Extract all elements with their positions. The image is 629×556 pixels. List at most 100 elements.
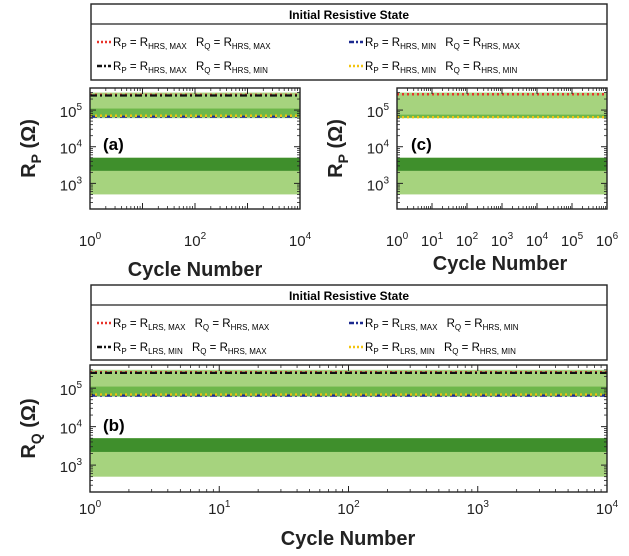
band-3 [397,157,607,171]
leg-eq: = R [127,318,148,330]
y-tick-label: 105 [60,102,83,121]
tick-base: 10 [561,233,578,250]
leg-eq: = R [379,61,400,73]
tick-exponent: 5 [76,380,82,391]
leg-p-state: HRS, MAX [148,42,187,51]
tick-base: 10 [60,177,77,194]
leg-p-state: LRS, MAX [400,323,438,332]
band-0 [397,92,607,119]
band-3 [90,438,607,452]
leg-eq2: = R [210,37,231,49]
tick-exponent: 6 [613,231,619,242]
x-axis-label: Cycle Number [433,253,568,275]
leg-p-sub: P [121,347,126,356]
leg-eq: = R [379,37,400,49]
tick-base: 10 [60,382,77,399]
tick-exponent: 3 [76,457,82,468]
ylabel-subscript: P [28,154,44,163]
tick-base: 10 [596,501,613,518]
x-tick-label: 103 [467,499,490,518]
leg-eq: = R [127,342,148,354]
tick-exponent: 1 [225,499,231,510]
leg-eq2: = R [460,37,481,49]
tick-exponent: 0 [403,231,409,242]
leg-eq2: = R [461,318,482,330]
tick-exponent: 0 [96,499,102,510]
tick-base: 10 [467,501,484,518]
tick-base: 10 [60,421,77,438]
y-tick-label: 103 [367,175,390,194]
tick-base: 10 [60,459,77,476]
y-tick-label: 105 [367,102,390,121]
ylabel-unit: (Ω) [18,119,40,154]
leg-q-sub: Q [452,347,458,356]
leg-r: R [365,318,373,330]
leg-p-state: HRS, MIN [400,66,436,75]
x-tick-label: 100 [79,231,102,250]
tick-base: 10 [491,233,508,250]
legend-title: Initial Resistive State [289,8,409,22]
tick-exponent: 2 [201,231,207,242]
panel-label: (a) [103,135,124,154]
leg-p-sub: P [373,42,378,51]
leg-eq: = R [127,61,148,73]
tick-base: 10 [456,233,473,250]
leg-q-state: HRS, MAX [481,42,520,51]
leg-r: R [365,37,373,49]
tick-exponent: 4 [383,139,389,150]
leg-q-state: HRS, MIN [483,323,519,332]
tick-exponent: 4 [306,231,312,242]
leg-p-state: HRS, MIN [400,42,436,51]
panel-label: (b) [103,416,125,435]
leg-q-sub: Q [454,42,460,51]
x-tick-label: 105 [561,231,584,250]
leg-q-sub: Q [204,42,210,51]
tick-exponent: 3 [76,175,82,186]
tick-exponent: 3 [508,231,514,242]
tick-base: 10 [289,233,306,250]
leg-p-sub: P [373,323,378,332]
leg-q-sub: Q [204,66,210,75]
ylabel-unit: (Ω) [325,119,347,154]
legend-entry-text: RP = RLRS, MIN RQ = RHRS, MIN [365,342,516,356]
x-tick-label: 101 [421,231,444,250]
leg-q-sub: Q [200,347,206,356]
ylabel-subscript: Q [28,433,44,444]
legend-entry-text: RP = RHRS, MAX RQ = RHRS, MAX [113,37,271,51]
legend-entry-text: RP = RLRS, MAX RQ = RHRS, MAX [113,318,270,332]
tick-base: 10 [79,233,96,250]
leg-r2: R [442,37,454,49]
leg-eq: = R [127,37,148,49]
ylabel-unit: (Ω) [18,398,40,433]
tick-base: 10 [367,177,384,194]
leg-eq2: = R [458,342,479,354]
tick-exponent: 4 [543,231,549,242]
leg-q-state: HRS, MAX [232,42,271,51]
tick-base: 10 [60,104,77,121]
tick-exponent: 2 [354,499,360,510]
leg-r: R [113,61,121,73]
y-tick-label: 104 [367,139,390,158]
band-1 [90,108,300,117]
y-axis-label: RP (Ω) [18,119,44,178]
leg-r2: R [193,61,205,73]
x-tick-label: 103 [491,231,514,250]
leg-q-state: HRS, MAX [231,323,270,332]
legend-entry-text: RP = RLRS, MIN RQ = RHRS, MAX [113,342,267,356]
tick-base: 10 [367,141,384,158]
leg-r: R [365,61,373,73]
tick-base: 10 [386,233,403,250]
tick-exponent: 2 [473,231,479,242]
tick-exponent: 0 [96,231,102,242]
legend-entry-text: RP = RHRS, MAX RQ = RHRS, MIN [113,61,268,75]
leg-p-sub: P [373,347,378,356]
leg-eq2: = R [460,61,481,73]
band-3 [90,157,300,171]
x-tick-label: 102 [456,231,479,250]
band-1 [90,386,607,397]
